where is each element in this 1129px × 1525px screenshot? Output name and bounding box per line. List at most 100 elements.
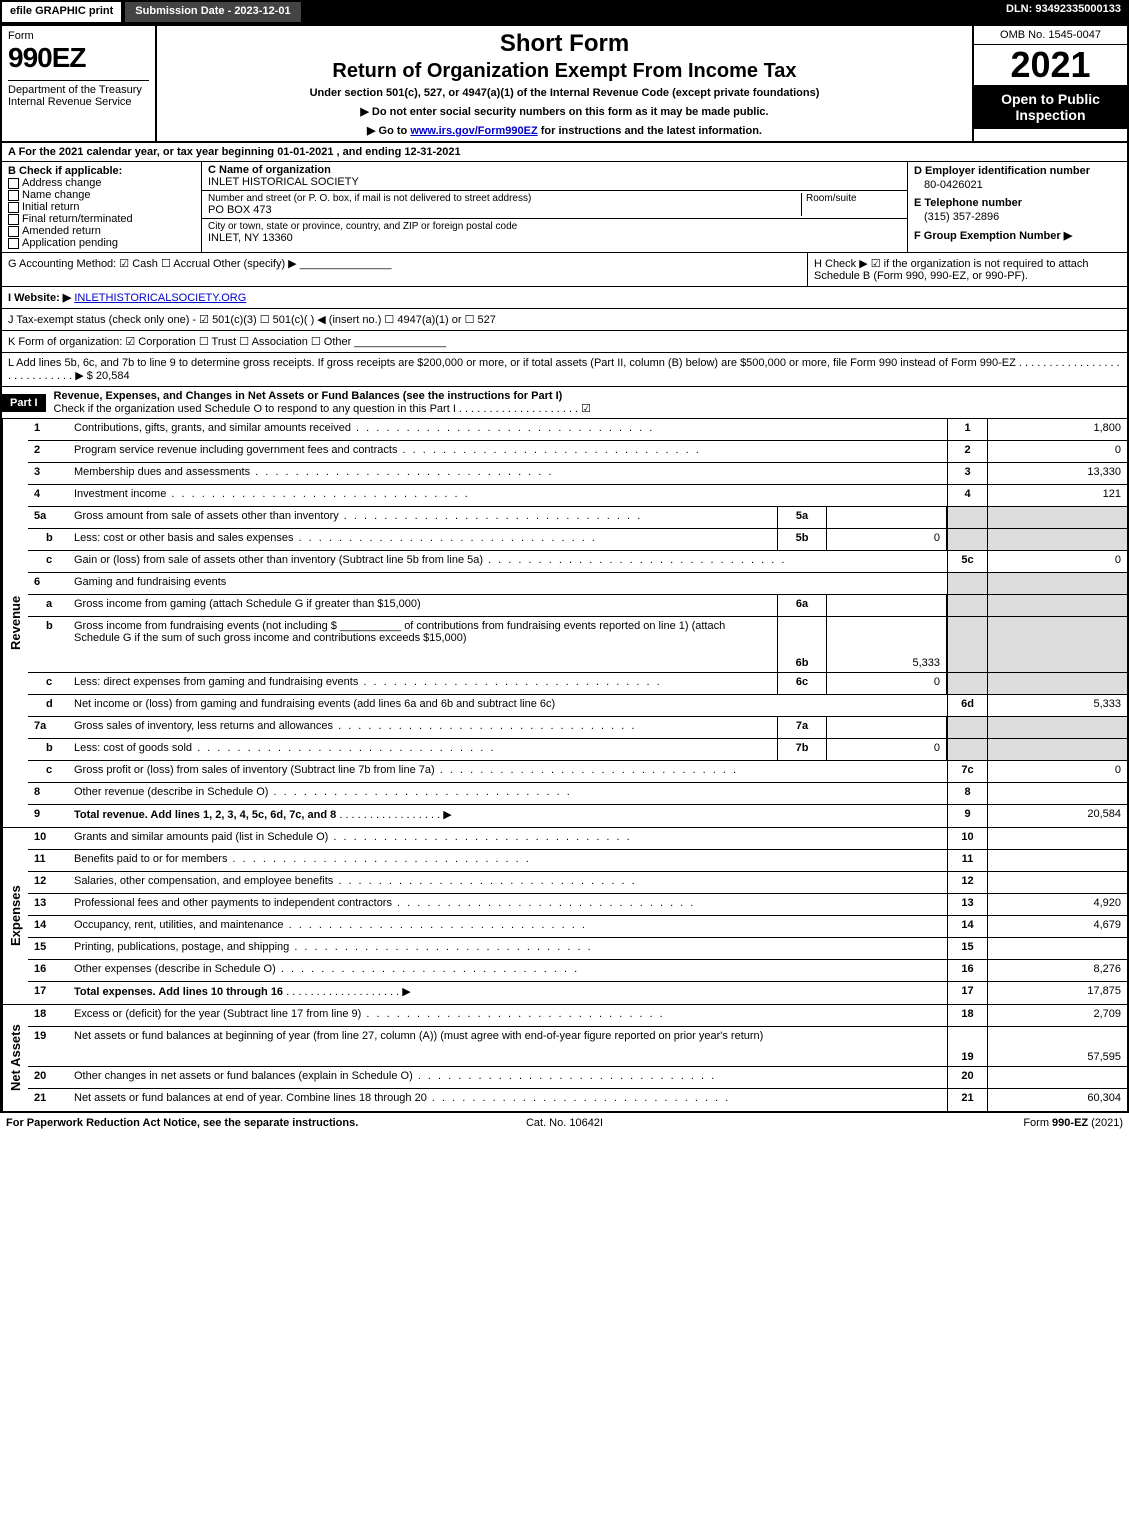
omb-number: OMB No. 1545-0047 xyxy=(974,26,1127,45)
department: Department of the Treasury Internal Reve… xyxy=(8,80,149,108)
top-bar: efile GRAPHIC print Submission Date - 20… xyxy=(0,0,1129,24)
line-15: 15 Printing, publications, postage, and … xyxy=(28,938,1127,960)
b-header: B Check if applicable: xyxy=(8,165,195,177)
f-label: F Group Exemption Number ▶ xyxy=(914,229,1121,242)
org-name-row: C Name of organization INLET HISTORICAL … xyxy=(202,162,907,191)
org-name: INLET HISTORICAL SOCIETY xyxy=(208,176,901,188)
line-9: 9 Total revenue. Add lines 1, 2, 3, 4, 5… xyxy=(28,805,1127,827)
header-mid: Short Form Return of Organization Exempt… xyxy=(157,26,972,141)
line-6d: d Net income or (loss) from gaming and f… xyxy=(28,695,1127,717)
telephone: (315) 357-2896 xyxy=(924,211,1121,223)
column-b: B Check if applicable: Address change Na… xyxy=(2,162,202,252)
open-public: Open to Public Inspection xyxy=(974,85,1127,129)
chk-address[interactable]: Address change xyxy=(8,177,195,189)
chk-name[interactable]: Name change xyxy=(8,189,195,201)
header-left: Form 990EZ Department of the Treasury In… xyxy=(2,26,157,141)
arrow-icon: ▶ xyxy=(443,809,451,821)
line-7b: b Less: cost of goods sold 7b 0 xyxy=(28,739,1127,761)
e-label: E Telephone number xyxy=(914,197,1121,209)
form-word: Form xyxy=(8,30,149,42)
revenue-lines: 1 Contributions, gifts, grants, and simi… xyxy=(28,419,1127,827)
expenses-vlabel: Expenses xyxy=(2,828,28,1004)
expenses-lines: 10 Grants and similar amounts paid (list… xyxy=(28,828,1127,1004)
arrow-icon: ▶ xyxy=(402,986,410,998)
part1-title-text: Revenue, Expenses, and Changes in Net As… xyxy=(54,390,563,402)
dln-label: DLN: 93492335000133 xyxy=(998,0,1129,24)
chk-initial[interactable]: Initial return xyxy=(8,201,195,213)
irs-link[interactable]: www.irs.gov/Form990EZ xyxy=(410,125,537,137)
city-row: City or town, state or province, country… xyxy=(202,219,907,246)
line-18: 18 Excess or (deficit) for the year (Sub… xyxy=(28,1005,1127,1027)
line-17: 17 Total expenses. Add lines 10 through … xyxy=(28,982,1127,1004)
website-link[interactable]: INLETHISTORICALSOCIETY.ORG xyxy=(74,292,246,304)
tax-exempt-row: J Tax-exempt status (check only one) - ☑… xyxy=(2,309,1127,331)
name-label: C Name of organization xyxy=(208,164,901,176)
column-c: C Name of organization INLET HISTORICAL … xyxy=(202,162,907,252)
line-13: 13 Professional fees and other payments … xyxy=(28,894,1127,916)
netassets-vlabel: Net Assets xyxy=(2,1005,28,1111)
expenses-block: Expenses 10 Grants and similar amounts p… xyxy=(2,828,1127,1005)
d-label: D Employer identification number xyxy=(914,165,1121,177)
title-return: Return of Organization Exempt From Incom… xyxy=(161,60,968,83)
line-5c: c Gain or (loss) from sale of assets oth… xyxy=(28,551,1127,573)
line-5b: b Less: cost or other basis and sales ex… xyxy=(28,529,1127,551)
footer-right: Form 990-EZ (2021) xyxy=(751,1117,1123,1129)
line-5a: 5a Gross amount from sale of assets othe… xyxy=(28,507,1127,529)
line-6: 6 Gaming and fundraising events xyxy=(28,573,1127,595)
accounting-method: G Accounting Method: ☑ Cash ☐ Accrual Ot… xyxy=(2,253,807,286)
line-14: 14 Occupancy, rent, utilities, and maint… xyxy=(28,916,1127,938)
addr-label: Number and street (or P. O. box, if mail… xyxy=(208,193,801,204)
addr-row: Number and street (or P. O. box, if mail… xyxy=(202,191,907,219)
header-right: OMB No. 1545-0047 2021 Open to Public In… xyxy=(972,26,1127,141)
line-1: 1 Contributions, gifts, grants, and simi… xyxy=(28,419,1127,441)
row-g-h: G Accounting Method: ☑ Cash ☐ Accrual Ot… xyxy=(2,253,1127,287)
revenue-block: Revenue 1 Contributions, gifts, grants, … xyxy=(2,419,1127,828)
column-def: D Employer identification number 80-0426… xyxy=(907,162,1127,252)
line-2: 2 Program service revenue including gove… xyxy=(28,441,1127,463)
form-container: Form 990EZ Department of the Treasury In… xyxy=(0,24,1129,1113)
chk-amended[interactable]: Amended return xyxy=(8,225,195,237)
line-a: A For the 2021 calendar year, or tax yea… xyxy=(2,143,1127,162)
part1-label: Part I xyxy=(2,394,46,412)
line-19: 19 Net assets or fund balances at beginn… xyxy=(28,1027,1127,1067)
note-ssn: ▶ Do not enter social security numbers o… xyxy=(161,105,968,118)
spacer xyxy=(303,0,998,24)
netassets-block: Net Assets 18 Excess or (deficit) for th… xyxy=(2,1005,1127,1111)
city-val: INLET, NY 13360 xyxy=(208,232,517,244)
line-3: 3 Membership dues and assessments 3 13,3… xyxy=(28,463,1127,485)
line-16: 16 Other expenses (describe in Schedule … xyxy=(28,960,1127,982)
footer-mid: Cat. No. 10642I xyxy=(378,1117,750,1129)
line-12: 12 Salaries, other compensation, and emp… xyxy=(28,872,1127,894)
footer-left: For Paperwork Reduction Act Notice, see … xyxy=(6,1117,378,1129)
room-label: Room/suite xyxy=(801,193,901,216)
website-row: I Website: ▶ INLETHISTORICALSOCIETY.ORG xyxy=(2,287,1127,309)
line-6b: b Gross income from fundraising events (… xyxy=(28,617,1127,673)
efile-label: efile GRAPHIC print xyxy=(0,0,123,24)
footer: For Paperwork Reduction Act Notice, see … xyxy=(0,1113,1129,1133)
tax-year: 2021 xyxy=(974,45,1127,85)
form-header: Form 990EZ Department of the Treasury In… xyxy=(2,26,1127,143)
city-label: City or town, state or province, country… xyxy=(208,221,517,232)
netassets-lines: 18 Excess or (deficit) for the year (Sub… xyxy=(28,1005,1127,1111)
line-10: 10 Grants and similar amounts paid (list… xyxy=(28,828,1127,850)
ein: 80-0426021 xyxy=(924,179,1121,191)
line-20: 20 Other changes in net assets or fund b… xyxy=(28,1067,1127,1089)
part1-subtitle: Check if the organization used Schedule … xyxy=(54,403,592,415)
title-short-form: Short Form xyxy=(161,30,968,58)
gross-receipts-row: L Add lines 5b, 6c, and 7b to line 9 to … xyxy=(2,353,1127,387)
chk-pending[interactable]: Application pending xyxy=(8,237,195,249)
subtitle: Under section 501(c), 527, or 4947(a)(1)… xyxy=(161,87,968,99)
addr-val: PO BOX 473 xyxy=(208,204,801,216)
submission-date: Submission Date - 2023-12-01 xyxy=(123,0,302,24)
line-4: 4 Investment income 4 121 xyxy=(28,485,1127,507)
schedule-b-check: H Check ▶ ☑ if the organization is not r… xyxy=(807,253,1127,286)
note-goto: ▶ Go to www.irs.gov/Form990EZ for instru… xyxy=(161,124,968,137)
line-6a: a Gross income from gaming (attach Sched… xyxy=(28,595,1127,617)
section-b-to-f: B Check if applicable: Address change Na… xyxy=(2,162,1127,253)
line-21: 21 Net assets or fund balances at end of… xyxy=(28,1089,1127,1111)
line-6c: c Less: direct expenses from gaming and … xyxy=(28,673,1127,695)
chk-final[interactable]: Final return/terminated xyxy=(8,213,195,225)
revenue-vlabel: Revenue xyxy=(2,419,28,827)
line-11: 11 Benefits paid to or for members 11 xyxy=(28,850,1127,872)
form-of-org-row: K Form of organization: ☑ Corporation ☐ … xyxy=(2,331,1127,353)
